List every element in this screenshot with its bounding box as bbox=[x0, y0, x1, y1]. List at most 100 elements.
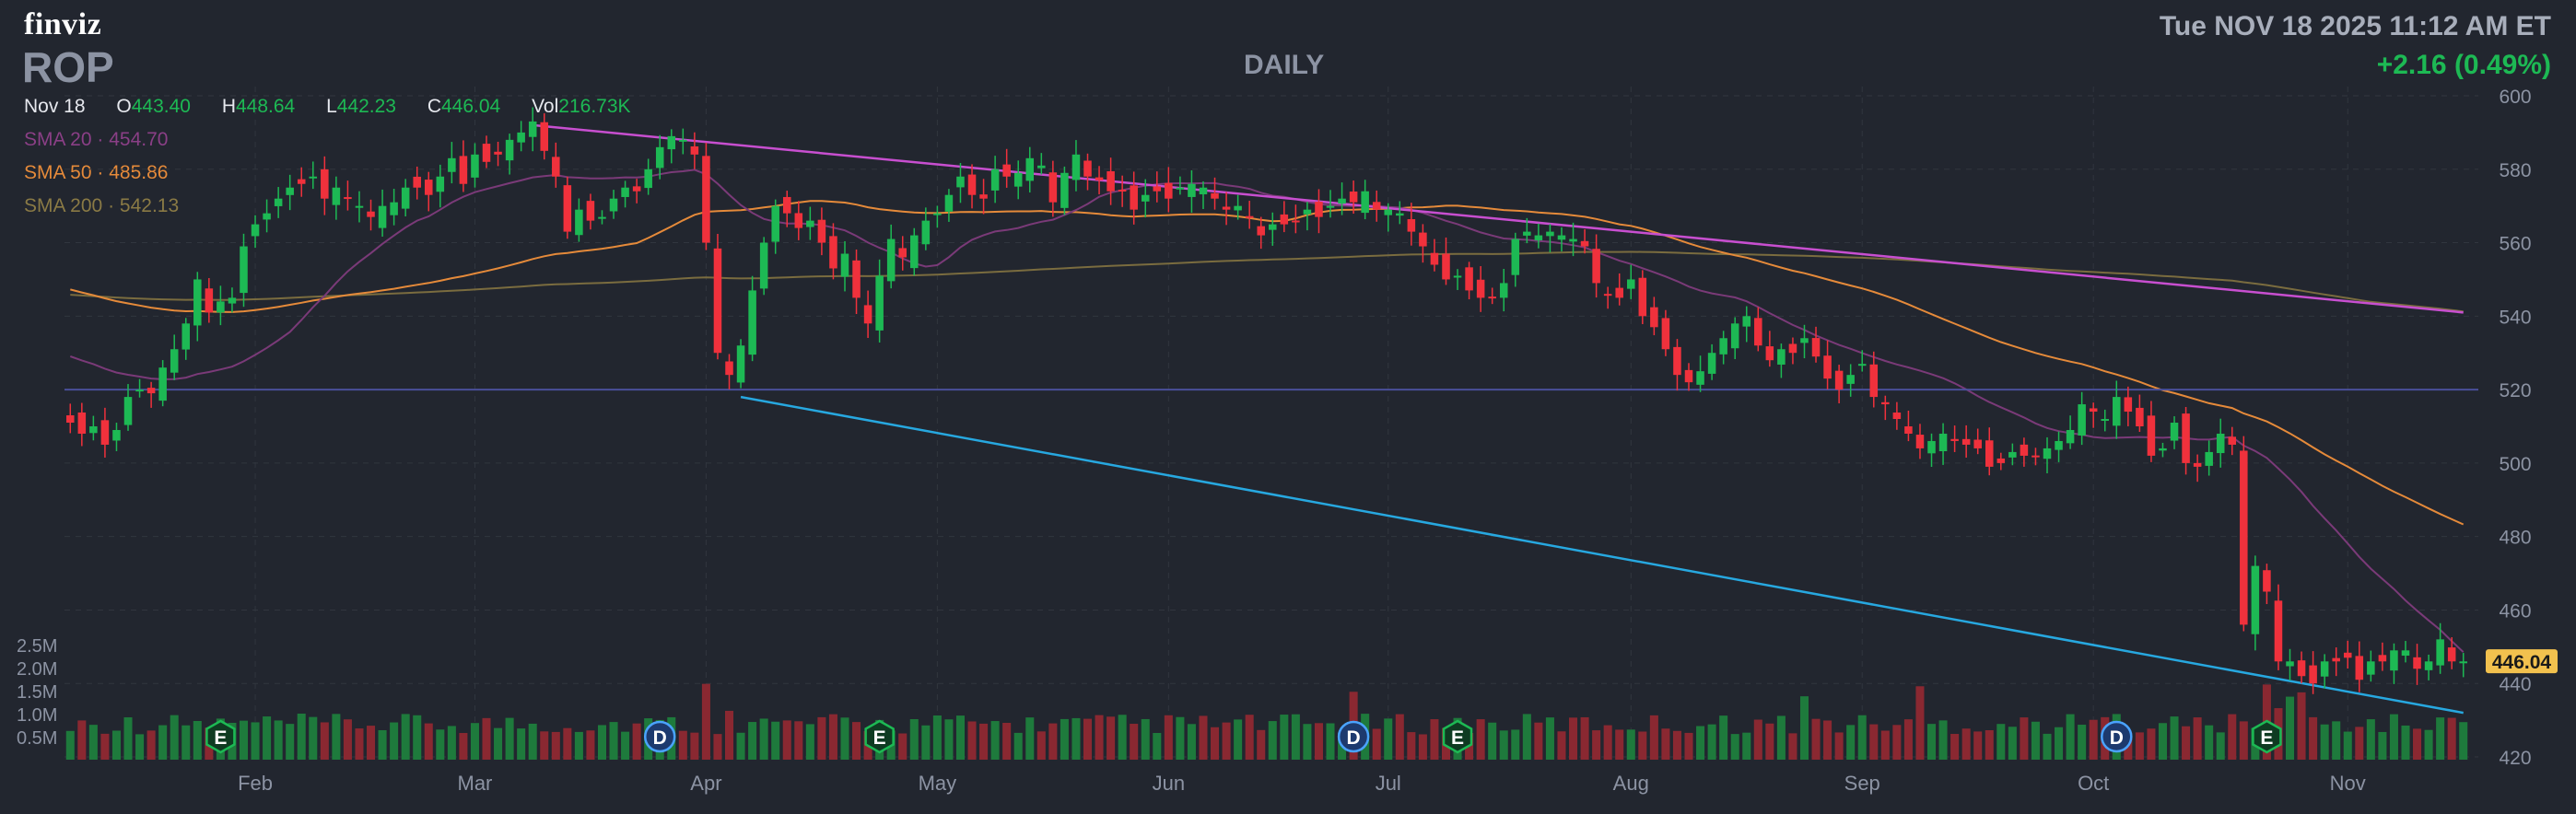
candle bbox=[1165, 182, 1173, 199]
candle bbox=[1338, 198, 1346, 204]
volume-bar bbox=[1545, 717, 1554, 760]
candle bbox=[990, 169, 1000, 191]
ohlc-date: Nov 18 bbox=[24, 96, 86, 117]
candle bbox=[690, 145, 699, 155]
candle bbox=[713, 248, 722, 354]
candle bbox=[181, 323, 191, 350]
volume-bar bbox=[123, 717, 133, 760]
candle bbox=[1696, 371, 1704, 385]
month-label: Sep bbox=[1844, 772, 1880, 795]
volume-bar bbox=[1592, 730, 1601, 760]
candle bbox=[517, 132, 525, 143]
volume-bar bbox=[1245, 715, 1254, 760]
sma50-legend[interactable]: SMA 50 · 485.86 bbox=[24, 162, 169, 183]
ticker-symbol: ROP bbox=[22, 43, 114, 91]
candle bbox=[89, 426, 98, 434]
volume-bar bbox=[2447, 717, 2456, 760]
candle bbox=[1707, 353, 1716, 374]
candle bbox=[135, 390, 144, 392]
candle bbox=[240, 246, 248, 294]
volume-bar bbox=[1164, 715, 1173, 760]
candle bbox=[1996, 458, 2006, 463]
volume-bar bbox=[1048, 723, 1058, 760]
volume-bar bbox=[343, 719, 352, 760]
candle bbox=[100, 420, 110, 445]
volume-bar bbox=[263, 716, 272, 760]
candle bbox=[205, 288, 214, 313]
finviz-logo[interactable]: finviz bbox=[24, 7, 102, 41]
candle bbox=[725, 361, 733, 376]
sma50-value: 485.86 bbox=[109, 162, 169, 183]
volume-bar bbox=[1661, 728, 1670, 760]
volume-bar bbox=[1522, 714, 1531, 760]
candle bbox=[471, 154, 479, 178]
candle bbox=[1176, 187, 1185, 190]
candle bbox=[1834, 370, 1844, 390]
candle bbox=[1372, 202, 1381, 210]
volume-bar bbox=[424, 723, 433, 760]
volume-bar bbox=[690, 732, 699, 760]
candle bbox=[2032, 455, 2040, 458]
candle bbox=[2228, 436, 2237, 445]
candle bbox=[1188, 183, 1196, 197]
candle bbox=[1118, 190, 1127, 192]
open-value: 443.40 bbox=[131, 96, 191, 117]
candle bbox=[1927, 440, 1936, 454]
candle bbox=[505, 139, 514, 161]
support-trendline bbox=[740, 395, 2464, 715]
candle bbox=[2274, 600, 2283, 662]
volume-bar bbox=[2193, 717, 2202, 760]
volume-bar bbox=[2309, 716, 2318, 760]
earnings-marker bbox=[205, 719, 236, 754]
candle bbox=[1349, 192, 1358, 203]
candle bbox=[170, 349, 179, 373]
candle bbox=[1071, 154, 1081, 180]
candle bbox=[2424, 661, 2433, 670]
candle bbox=[1857, 364, 1867, 366]
sma50-label: SMA 50 bbox=[24, 162, 92, 183]
high-label: H bbox=[221, 96, 236, 117]
month-label: Oct bbox=[2078, 772, 2109, 795]
volume-label: Vol bbox=[532, 96, 559, 117]
candle bbox=[552, 157, 560, 177]
volume-bar bbox=[1973, 731, 1983, 760]
volume-bar bbox=[2355, 727, 2364, 760]
candle bbox=[1499, 283, 1508, 298]
candle bbox=[2101, 419, 2110, 422]
candle bbox=[123, 397, 133, 425]
candle bbox=[2159, 448, 2167, 451]
sma20-legend[interactable]: SMA 20 · 454.70 bbox=[24, 129, 169, 150]
volume-bar bbox=[1199, 715, 1208, 760]
volume-bar bbox=[1118, 715, 1127, 760]
volume-bar bbox=[1696, 726, 1705, 760]
candle bbox=[944, 194, 954, 212]
volume-bar bbox=[1107, 716, 1116, 760]
volume-bar bbox=[2332, 721, 2341, 760]
candle bbox=[1719, 338, 1727, 355]
candle bbox=[1523, 231, 1531, 236]
volume-bar bbox=[2066, 714, 2075, 760]
candle bbox=[1765, 346, 1774, 361]
candle bbox=[401, 187, 410, 209]
volume-bar bbox=[2459, 722, 2468, 760]
volume-bar bbox=[1153, 732, 1162, 760]
candle bbox=[1950, 438, 1959, 441]
candle bbox=[736, 345, 745, 383]
volume-bar bbox=[1418, 734, 1427, 760]
volume-bar bbox=[1176, 716, 1185, 760]
volume-bar bbox=[1083, 718, 1093, 760]
low-value: 442.23 bbox=[336, 96, 396, 117]
candle bbox=[632, 186, 641, 192]
sma200-legend[interactable]: SMA 200 · 542.13 bbox=[24, 195, 180, 216]
candle bbox=[286, 187, 294, 195]
candle bbox=[1488, 297, 1496, 299]
dividend-marker bbox=[2101, 720, 2133, 753]
sma20-value: 454.70 bbox=[109, 129, 169, 150]
candle bbox=[1060, 172, 1069, 208]
volume-bar bbox=[77, 720, 87, 760]
volume-bar bbox=[401, 714, 410, 760]
candle bbox=[2124, 397, 2133, 413]
candle bbox=[1650, 307, 1658, 328]
volume-bar bbox=[1730, 734, 1739, 760]
